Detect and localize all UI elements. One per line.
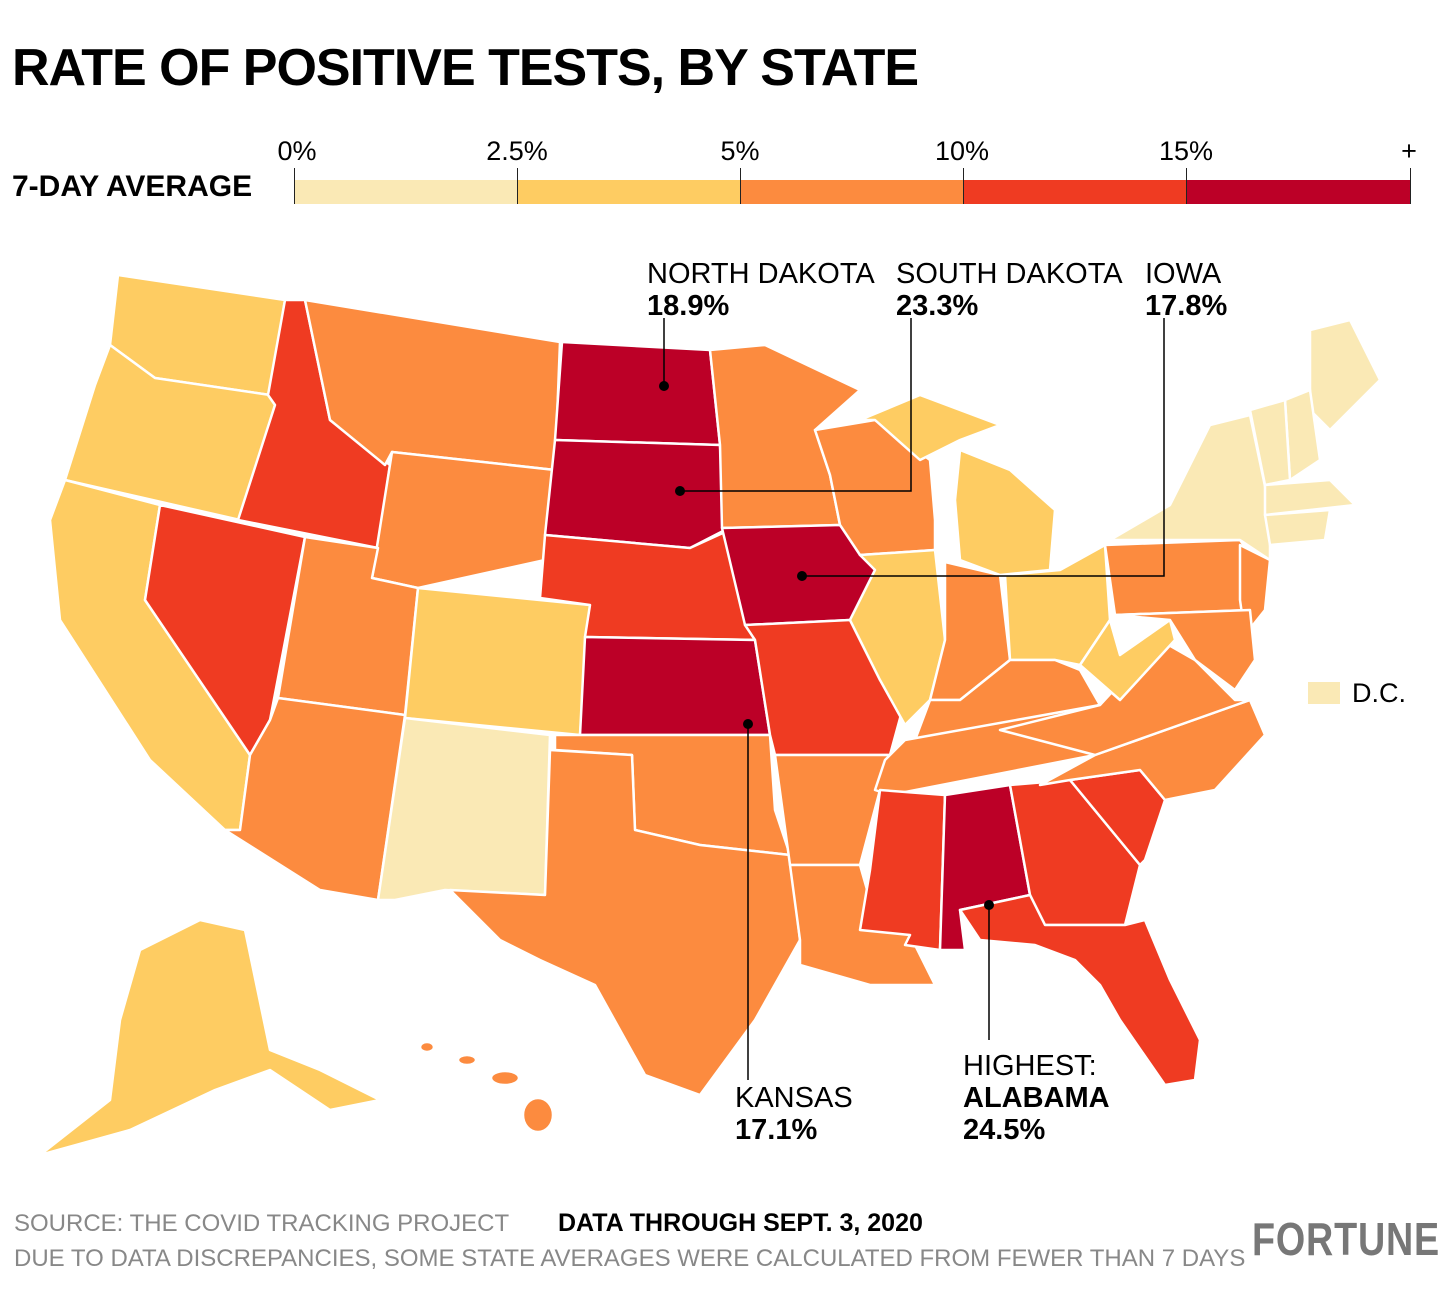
state-MD bbox=[1113, 608, 1257, 692]
state-HI bbox=[418, 1040, 436, 1054]
marker-dots bbox=[659, 381, 994, 910]
annotation-kansas: KANSAS 17.1% bbox=[735, 1082, 853, 1146]
state-AK bbox=[38, 918, 382, 1157]
legend-bin bbox=[1186, 180, 1410, 204]
state-CT bbox=[1263, 508, 1332, 547]
state-IL bbox=[848, 548, 947, 727]
leader-lines bbox=[663, 318, 1165, 1080]
legend-tick: 5% bbox=[720, 136, 760, 166]
legend-bin bbox=[740, 180, 963, 204]
legend-label: 7-DAY AVERAGE bbox=[12, 170, 253, 203]
legend-bin bbox=[294, 180, 517, 204]
state-VA bbox=[998, 638, 1252, 757]
state-WY bbox=[370, 450, 557, 590]
state-HI bbox=[521, 1096, 555, 1134]
state-MA bbox=[1263, 478, 1357, 517]
state-ND bbox=[553, 340, 722, 447]
state-CO bbox=[403, 586, 592, 737]
legend-bin bbox=[963, 180, 1186, 204]
fortune-logo: FORTUNE bbox=[1252, 1213, 1440, 1265]
legend-tick: + bbox=[1401, 136, 1417, 166]
legend-bin bbox=[517, 180, 740, 204]
state-SD bbox=[543, 438, 727, 550]
annotation-alabama: HIGHEST: ALABAMA 24.5% bbox=[963, 1050, 1110, 1146]
state-ME bbox=[1308, 318, 1382, 432]
state-NC bbox=[1038, 698, 1267, 802]
state-KS bbox=[578, 635, 772, 737]
state-FL bbox=[958, 893, 1202, 1087]
state-HI bbox=[489, 1069, 521, 1087]
source-text: SOURCE: THE COVID TRACKING PROJECT bbox=[14, 1210, 510, 1237]
annotation-north-dakota: NORTH DAKOTA 18.9% bbox=[647, 258, 875, 322]
state-AR bbox=[773, 753, 892, 867]
chart-title: RATE OF POSITIVE TESTS, BY STATE bbox=[12, 39, 919, 97]
legend-tick: 2.5% bbox=[486, 136, 548, 166]
state-HI bbox=[456, 1053, 478, 1067]
annotation-iowa: IOWA 17.8% bbox=[1145, 258, 1228, 322]
legend-tick: 15% bbox=[1158, 136, 1214, 166]
state-VT bbox=[1248, 398, 1292, 487]
dc-swatch bbox=[1308, 682, 1340, 704]
state-TX bbox=[448, 748, 802, 1097]
state-MI bbox=[953, 448, 1057, 577]
state-MI-upper bbox=[858, 393, 1002, 462]
state-NY bbox=[1108, 413, 1272, 562]
dc-label: D.C. bbox=[1352, 678, 1406, 708]
annotation-south-dakota: SOUTH DAKOTA 23.3% bbox=[896, 258, 1123, 322]
legend-tick: 0% bbox=[277, 136, 317, 166]
data-date: DATA THROUGH SEPT. 3, 2020 bbox=[558, 1209, 923, 1237]
state-NM bbox=[376, 716, 552, 902]
legend-tick: 10% bbox=[934, 136, 990, 166]
footnote-text: DUE TO DATA DISCREPANCIES, SOME STATE AV… bbox=[14, 1245, 1246, 1272]
